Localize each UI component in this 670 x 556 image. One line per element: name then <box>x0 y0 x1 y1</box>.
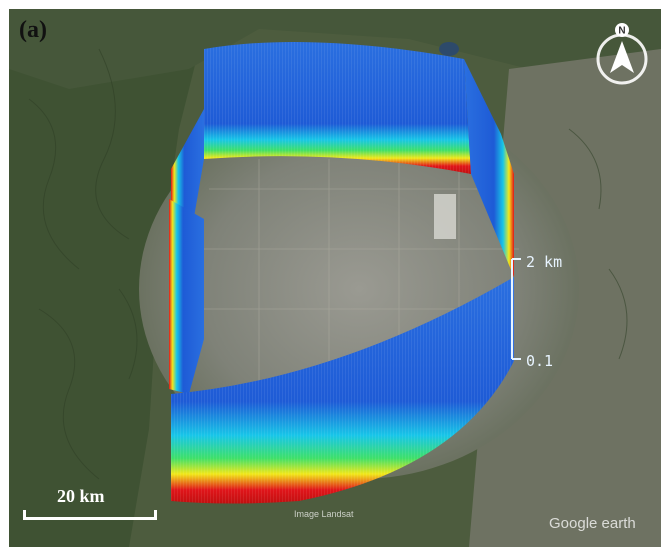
scale-bar-label: 20 km <box>57 486 105 506</box>
north-letter: N <box>618 26 625 37</box>
height-axis <box>511 258 521 360</box>
height-label-top: 2 km <box>526 253 563 271</box>
mountain-region-north <box>9 9 661 89</box>
scale-bar <box>23 510 157 520</box>
curtain-north-streaks <box>204 41 471 175</box>
terrain-texture <box>28 48 628 480</box>
curtain-northeast <box>464 59 514 277</box>
mountain-region-west <box>9 9 209 547</box>
map-frame: (a) N 2 km 0.1 20 km Image Landsat Googl… <box>9 9 661 547</box>
north-arrow-icon: N <box>594 19 650 89</box>
panel-label: (a) <box>19 17 47 43</box>
curtain-west <box>169 199 204 394</box>
google-earth-watermark: Google earth <box>549 515 636 532</box>
airport <box>434 194 456 239</box>
height-label-bottom: 0.1 <box>526 352 554 370</box>
reservoir <box>439 42 459 56</box>
satellite-map <box>9 9 661 547</box>
curtain-south-streaks <box>171 277 514 504</box>
imagery-credit: Image Landsat <box>294 509 354 519</box>
